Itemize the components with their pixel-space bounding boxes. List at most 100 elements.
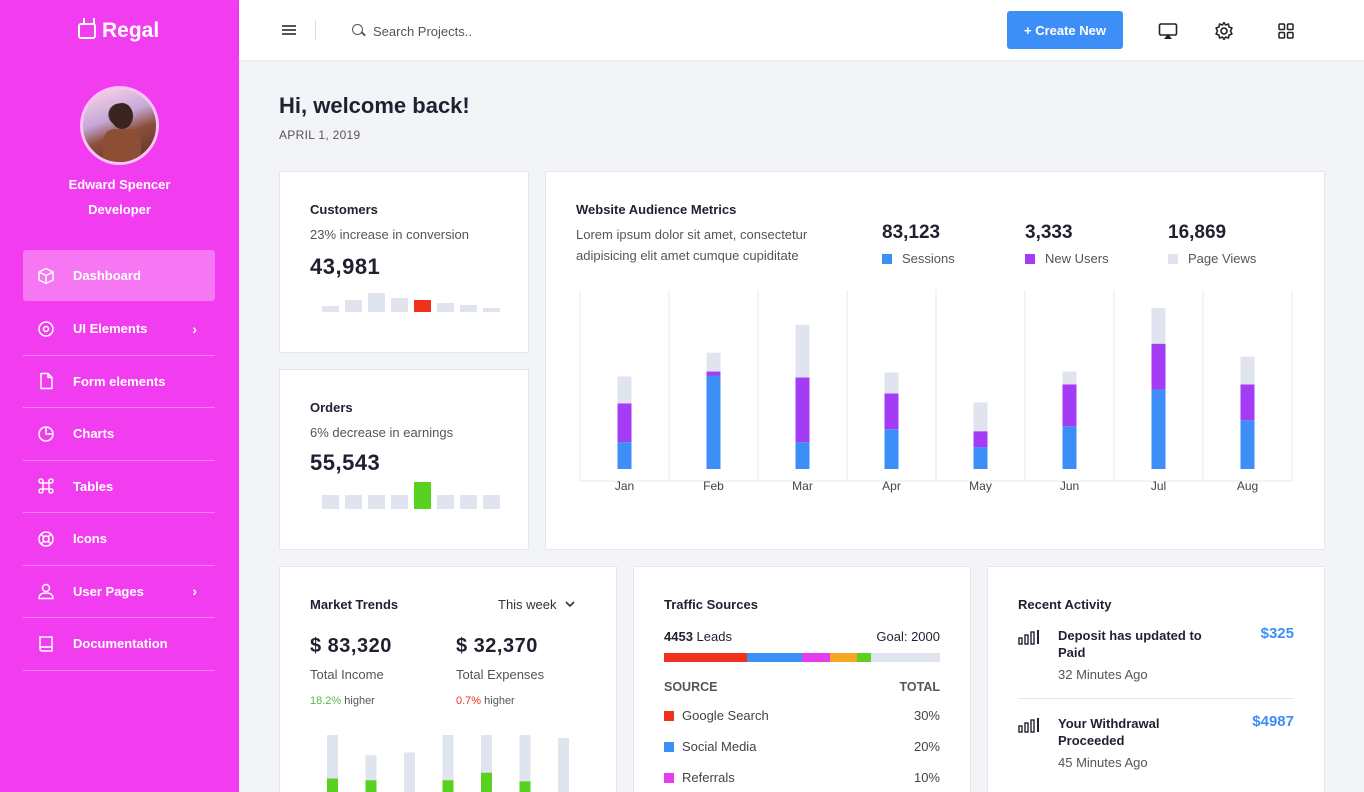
sidebar-item-charts[interactable]: Charts [23, 408, 215, 461]
bar-sessions [795, 442, 810, 469]
audience-bar-chart: Jan Feb Mar Apr May Jun Jul Aug [579, 290, 1293, 493]
sidebar-item-label: Tables [73, 478, 114, 494]
sidebar-item-label: UI Elements [73, 321, 148, 337]
expense-change: 0.7% higher [456, 695, 515, 707]
bar-new-users [884, 393, 899, 430]
search-input[interactable] [373, 20, 673, 42]
metric-label: Page Views [1188, 251, 1257, 266]
market-bar [481, 735, 492, 792]
leads-count: 4453 Leads [664, 629, 732, 644]
sidebar-nav: Dashboard UI Elements › Form elements Cha… [23, 250, 215, 671]
source-value: 10% [913, 770, 940, 785]
sidebar-item-label: Form elements [73, 373, 166, 389]
sidebar-item-user-pages[interactable]: User Pages › [23, 566, 215, 618]
orders-value: 55,543 [310, 450, 381, 475]
activity-amount: $4987 [1252, 713, 1294, 730]
legend-swatch [1168, 253, 1178, 264]
bar-new-users [973, 431, 988, 448]
menu-toggle-icon[interactable] [282, 25, 296, 35]
spark-bar [345, 495, 362, 509]
gear-icon[interactable] [1214, 21, 1234, 41]
user-name: Edward Spencer [68, 177, 171, 192]
spark-bar [483, 495, 500, 509]
bar-page-views [795, 324, 810, 378]
book-icon [37, 635, 55, 653]
legend-swatch [664, 710, 674, 721]
apps-grid-icon[interactable] [1276, 21, 1296, 41]
spark-bar [322, 306, 339, 312]
total-expense-label: Total Expenses [456, 667, 545, 682]
period-value: This week [498, 597, 557, 612]
brand-logo[interactable]: Regal [78, 19, 159, 43]
market-bar-highlight [481, 772, 492, 792]
target-icon [37, 320, 55, 338]
x-tick-label: Jun [1060, 479, 1079, 493]
pie-chart-icon [37, 425, 55, 443]
expense-pct: 0.7% [456, 695, 482, 707]
sidebar-item-form-elements[interactable]: Form elements [23, 356, 215, 408]
sidebar-item-label: Documentation [73, 636, 168, 652]
leads-value: 4453 [664, 629, 693, 644]
customers-card: Customers 23% increase in conversion 43,… [279, 171, 529, 353]
market-bar [327, 735, 338, 792]
legend-swatch [882, 253, 892, 264]
market-bar [404, 752, 415, 792]
market-bar [558, 737, 569, 792]
audience-title: Website Audience Metrics [576, 202, 737, 217]
bar-sessions [1062, 426, 1077, 469]
leads-label: Leads [696, 629, 732, 644]
period-dropdown[interactable]: This week [498, 597, 575, 612]
activity-time: 32 Minutes Ago [1058, 667, 1148, 682]
sidebar-item-documentation[interactable]: Documentation [23, 618, 215, 671]
traffic-source-row: Social Media 20% [664, 739, 940, 754]
create-new-button[interactable]: + Create New [1007, 11, 1123, 49]
divider [1018, 698, 1294, 699]
legend-swatch [1025, 253, 1035, 264]
market-bar-chart [327, 735, 569, 792]
traffic-segment [801, 653, 830, 662]
bar-page-views [617, 376, 632, 404]
income-suffix: higher [344, 695, 375, 707]
bar-new-users [795, 377, 810, 443]
legend-swatch [664, 741, 674, 752]
market-title: Market Trends [310, 597, 399, 612]
expense-suffix: higher [484, 695, 515, 707]
sidebar-item-ui-elements[interactable]: UI Elements › [23, 303, 215, 356]
total-income-label: Total Income [310, 667, 384, 682]
bar-new-users [617, 403, 632, 443]
bar-new-users [1062, 384, 1077, 427]
spark-bar [437, 303, 454, 312]
spark-bar [483, 308, 500, 312]
cast-icon[interactable] [1158, 21, 1178, 41]
divider [315, 20, 316, 40]
spark-bar [460, 305, 477, 312]
goal-label: Goal: 2000 [876, 629, 940, 644]
command-icon [37, 477, 55, 495]
avatar[interactable] [80, 86, 159, 165]
customers-title: Customers [310, 202, 378, 217]
customers-value: 43,981 [310, 254, 381, 279]
search-icon [352, 24, 363, 35]
metric-legend: New Users [1025, 251, 1109, 266]
bar-chart-icon [1018, 718, 1039, 733]
life-buoy-icon [37, 530, 55, 548]
activity-title: Recent Activity [1018, 597, 1112, 612]
traffic-source-row: Referrals 10% [664, 770, 940, 785]
sidebar-item-dashboard[interactable]: Dashboard [23, 250, 215, 301]
total-income-value: $ 83,320 [310, 635, 392, 657]
orders-card: Orders 6% decrease in earnings 55,543 [279, 369, 529, 550]
bar-page-views [884, 372, 899, 394]
source-label: Referrals [682, 770, 735, 785]
sidebar-item-tables[interactable]: Tables [23, 461, 215, 513]
income-pct: 18.2% [310, 695, 342, 707]
traffic-source-row: Google Search 30% [664, 708, 940, 723]
traffic-title: Traffic Sources [664, 597, 758, 612]
top-bar: + Create New [239, 0, 1364, 60]
bar-sessions [973, 447, 988, 469]
sidebar-item-icons[interactable]: Icons [23, 513, 215, 566]
total-expense-value: $ 32,370 [456, 635, 538, 657]
user-icon [37, 582, 55, 600]
sidebar-item-label: Icons [73, 531, 107, 547]
traffic-sources-card: Traffic Sources 4453 Leads Goal: 2000 SO… [633, 566, 971, 792]
orders-title: Orders [310, 400, 353, 415]
